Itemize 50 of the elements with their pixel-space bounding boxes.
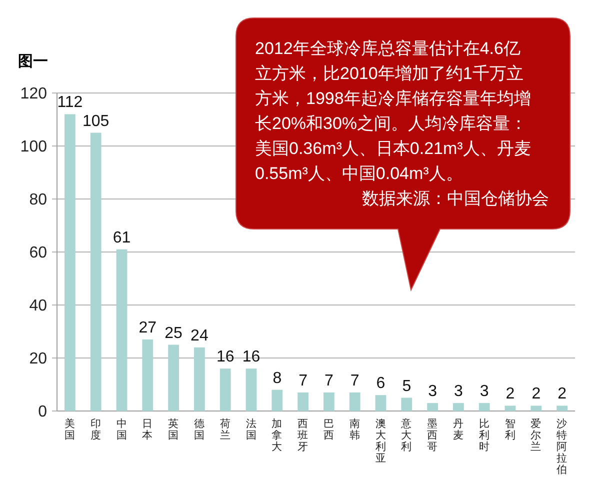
x-tick-label: 智利	[504, 418, 516, 442]
data-label: 7	[350, 372, 360, 390]
y-tick-label: 120	[20, 86, 48, 102]
data-label: 7	[324, 372, 334, 390]
x-tick-label: 德国	[194, 418, 205, 442]
x-tick-label: 沙特阿拉伯	[556, 418, 568, 476]
data-label: 24	[190, 327, 208, 344]
x-tick-label: 荷兰	[220, 418, 231, 442]
x-tick-label: 日本	[142, 418, 154, 442]
data-label: 6	[376, 375, 386, 392]
y-tick-label: 100	[20, 138, 48, 156]
x-tick-label: 西班牙	[298, 418, 309, 453]
x-tick-label: 印度	[90, 418, 102, 442]
data-label: 7	[298, 372, 308, 390]
data-label: 8	[272, 370, 282, 387]
y-tick-label: 0	[38, 404, 48, 420]
data-label: 2	[506, 386, 515, 403]
x-tick-label: 澳大利亚	[375, 418, 386, 464]
x-tick-label: 南韩	[349, 418, 360, 442]
title: 图一	[18, 53, 48, 70]
y-tick-label: 40	[29, 298, 48, 314]
x-tick-label: 加拿大	[272, 418, 283, 453]
data-label: 16	[242, 348, 260, 366]
y-tick-label: 60	[29, 244, 48, 262]
y-tick-label: 20	[29, 350, 48, 368]
x-tick-label: 中国	[116, 418, 128, 442]
x-tick-label: 美国	[64, 418, 76, 442]
x-tick-label: 法国	[246, 418, 257, 442]
data-label: 16	[216, 348, 234, 366]
data-label: 3	[480, 383, 489, 400]
annotation: 数据来源：中国仓储协会	[361, 188, 549, 210]
annotation: 2012年全球冷库总容量估计在4.6亿立方米，比2010年增加了约1千万立方米，1998年起冷库储存容量年均增长20%和30%之间。人均冷库容量：美国0.36m³人、日本0.21m³人、丹麦0.55m³人、中国0.04m³人。	[255, 38, 531, 185]
data-label: 3	[428, 383, 437, 400]
data-label: 61	[112, 229, 131, 246]
y-tick-label: 80	[29, 192, 48, 208]
data-label: 5	[402, 378, 412, 395]
x-tick-label: 意大利	[401, 418, 412, 453]
data-label: 27	[138, 319, 157, 336]
data-label: 112	[57, 94, 83, 112]
x-tick-label: 英国	[168, 418, 180, 442]
x-tick-label: 墨西哥	[427, 418, 438, 453]
data-label: 25	[164, 324, 182, 342]
data-label: 3	[454, 383, 463, 400]
x-tick-label: 巴西	[323, 418, 334, 442]
data-label: 2	[532, 386, 541, 403]
x-tick-label: 爱尔兰	[530, 418, 542, 453]
x-tick-label: 比利时	[478, 418, 490, 453]
x-tick-label: 丹麦	[452, 418, 464, 442]
data-label: 2	[558, 386, 566, 403]
data-label: 105	[82, 112, 110, 130]
